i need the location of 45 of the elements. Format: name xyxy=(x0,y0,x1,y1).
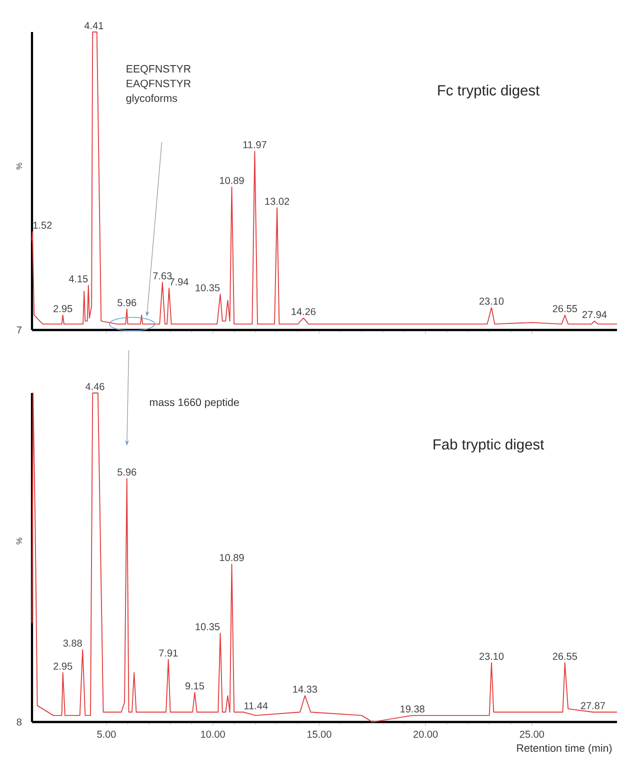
annotation: 2.95 xyxy=(54,305,72,312)
annotation: 4.15 xyxy=(68,275,88,282)
annotation: EEQFNSTYR xyxy=(126,65,191,74)
x-tick-label: 5.00 xyxy=(97,730,116,738)
annotation: 10.35 xyxy=(196,284,220,292)
x-tick-label: 25.00 xyxy=(520,730,544,738)
x-tick-label: 20.00 xyxy=(414,730,438,738)
annotation: 27.94 xyxy=(582,311,607,318)
annotation: 11.44 xyxy=(244,702,268,710)
annotation: 1.52 xyxy=(33,222,52,229)
annotation: 4.41 xyxy=(84,22,104,30)
annotation: 23.10 xyxy=(479,652,504,660)
annotation: 19.38 xyxy=(400,705,424,712)
x-tick-label: 15.00 xyxy=(307,730,332,738)
annotation: 14.26 xyxy=(292,308,316,316)
annotation: EAQFNSTYR xyxy=(126,80,191,90)
annotation: 27.87 xyxy=(580,702,605,710)
annotation: glycoforms xyxy=(126,94,178,104)
annotation: 3.88 xyxy=(63,640,82,647)
x-axis-title: Retention time (min) xyxy=(517,744,612,754)
text: 7 xyxy=(16,326,22,334)
annotation: mass 1660 peptide xyxy=(150,398,239,408)
text: Fc tryptic digest xyxy=(438,84,540,98)
y-axis-title: % xyxy=(16,162,22,170)
annotation: 26.55 xyxy=(552,652,577,660)
annotation: 14.33 xyxy=(293,686,317,693)
text: 8 xyxy=(16,718,22,726)
annotation: 4.46 xyxy=(85,382,104,390)
annotation: 13.02 xyxy=(265,198,290,205)
annotation: 7.94 xyxy=(170,278,188,286)
y-axis-title: % xyxy=(16,538,22,544)
annotation: 23.10 xyxy=(479,298,504,305)
text: Fab tryptic digest xyxy=(434,438,544,452)
annotation: 5.96 xyxy=(118,299,136,306)
annotation: 11.97 xyxy=(243,141,266,148)
annotation: 9.15 xyxy=(185,682,204,690)
annotation: 10.35 xyxy=(196,623,220,630)
annotation: 2.95 xyxy=(54,662,72,670)
annotation: 10.89 xyxy=(220,176,244,184)
annotation: 5.96 xyxy=(118,468,136,476)
annotation: 7.91 xyxy=(159,649,178,657)
annotation: 26.55 xyxy=(552,305,577,312)
annotation: 7.63 xyxy=(153,272,172,280)
annotation: 10.89 xyxy=(220,554,244,562)
x-tick-label: 10.00 xyxy=(201,730,225,738)
